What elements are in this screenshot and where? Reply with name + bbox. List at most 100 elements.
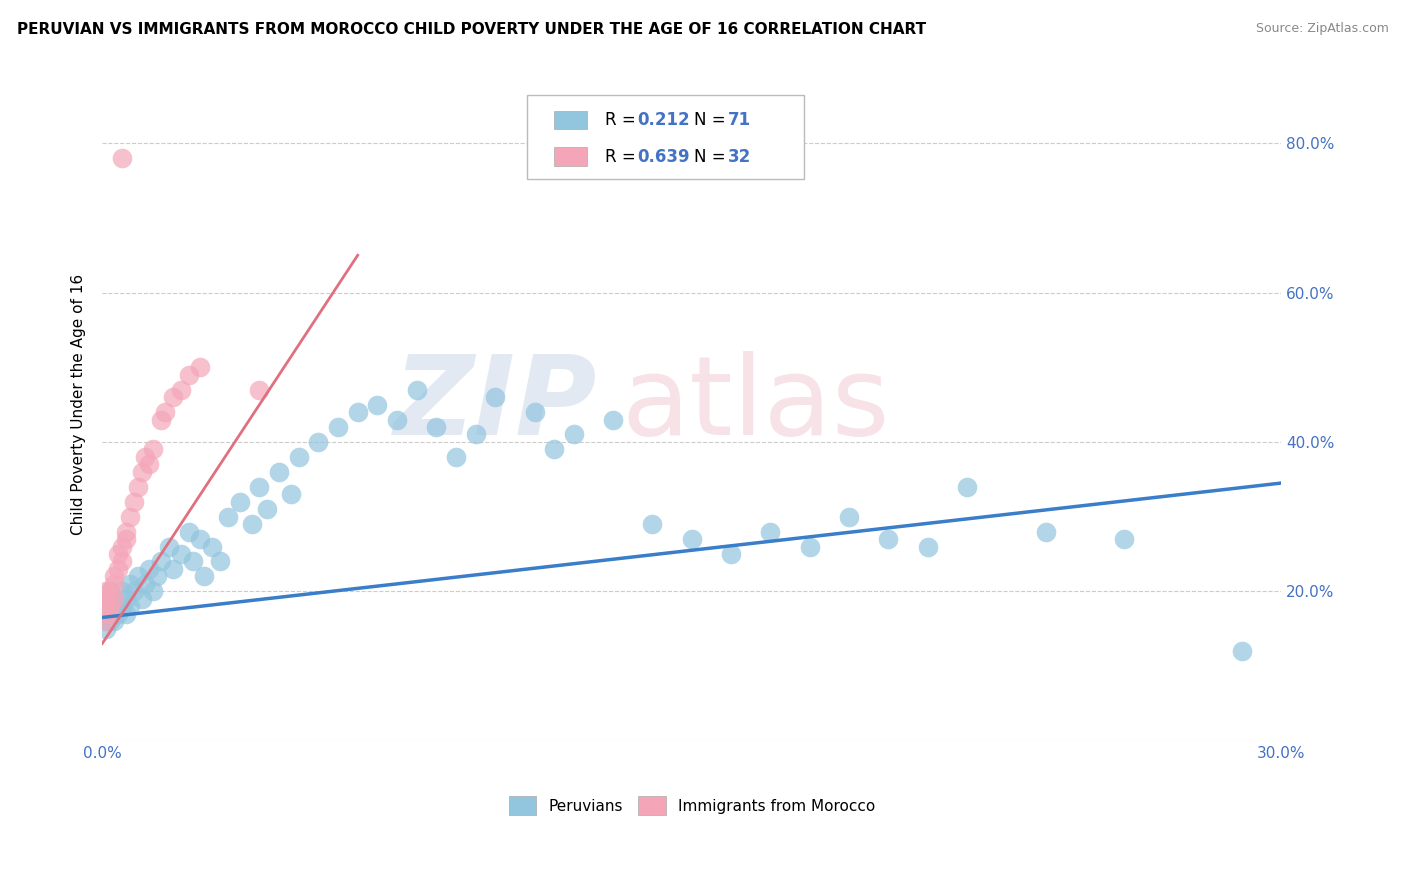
- Point: [193, 569, 215, 583]
- Point: [107, 547, 129, 561]
- Point: [98, 584, 121, 599]
- Point: [94, 591, 117, 606]
- Point: [799, 540, 821, 554]
- Point: [267, 465, 290, 479]
- Text: 0.639: 0.639: [637, 148, 690, 166]
- Point: [1035, 524, 1057, 539]
- Text: PERUVIAN VS IMMIGRANTS FROM MOROCCO CHILD POVERTY UNDER THE AGE OF 16 CORRELATIO: PERUVIAN VS IMMIGRANTS FROM MOROCCO CHIL…: [17, 22, 927, 37]
- Point: [103, 607, 125, 621]
- Point: [917, 540, 939, 554]
- Text: N =: N =: [695, 111, 731, 129]
- Point: [118, 509, 141, 524]
- Point: [114, 524, 136, 539]
- Point: [162, 562, 184, 576]
- Point: [114, 591, 136, 606]
- Point: [177, 368, 200, 382]
- Point: [107, 607, 129, 621]
- Legend: Peruvians, Immigrants from Morocco: Peruvians, Immigrants from Morocco: [501, 789, 883, 822]
- Point: [103, 591, 125, 606]
- Point: [111, 151, 134, 165]
- Point: [543, 442, 565, 457]
- Point: [162, 390, 184, 404]
- Point: [94, 614, 117, 628]
- Point: [94, 599, 117, 614]
- Point: [523, 405, 546, 419]
- Point: [170, 383, 193, 397]
- Point: [114, 532, 136, 546]
- Point: [877, 532, 900, 546]
- Point: [122, 584, 145, 599]
- Point: [111, 584, 134, 599]
- Text: 32: 32: [728, 148, 752, 166]
- Point: [131, 465, 153, 479]
- Point: [107, 599, 129, 614]
- Point: [131, 591, 153, 606]
- Point: [122, 494, 145, 508]
- Point: [256, 502, 278, 516]
- Point: [385, 412, 408, 426]
- Point: [326, 420, 349, 434]
- Point: [98, 614, 121, 628]
- Point: [209, 554, 232, 568]
- Point: [94, 599, 117, 614]
- Point: [153, 405, 176, 419]
- Point: [444, 450, 467, 464]
- Point: [280, 487, 302, 501]
- Point: [838, 509, 860, 524]
- Point: [127, 569, 149, 583]
- Point: [956, 480, 979, 494]
- Point: [201, 540, 224, 554]
- Point: [94, 607, 117, 621]
- Point: [103, 569, 125, 583]
- Text: ZIP: ZIP: [394, 351, 598, 458]
- Point: [170, 547, 193, 561]
- Point: [98, 584, 121, 599]
- Point: [307, 434, 329, 449]
- Text: R =: R =: [605, 111, 641, 129]
- Y-axis label: Child Poverty Under the Age of 16: Child Poverty Under the Age of 16: [72, 274, 86, 535]
- Point: [118, 599, 141, 614]
- Point: [107, 562, 129, 576]
- Point: [103, 614, 125, 628]
- Point: [134, 450, 156, 464]
- Point: [602, 412, 624, 426]
- Point: [1230, 644, 1253, 658]
- Point: [127, 480, 149, 494]
- Point: [229, 494, 252, 508]
- Point: [190, 532, 212, 546]
- Point: [217, 509, 239, 524]
- FancyBboxPatch shape: [554, 111, 586, 129]
- Point: [249, 480, 271, 494]
- Text: atlas: atlas: [621, 351, 890, 458]
- Point: [111, 540, 134, 554]
- Text: 0.212: 0.212: [637, 111, 690, 129]
- Point: [1114, 532, 1136, 546]
- Point: [103, 577, 125, 591]
- Point: [190, 360, 212, 375]
- Point: [366, 398, 388, 412]
- Point: [641, 517, 664, 532]
- Point: [346, 405, 368, 419]
- Point: [98, 599, 121, 614]
- Point: [681, 532, 703, 546]
- Point: [181, 554, 204, 568]
- Point: [94, 614, 117, 628]
- Point: [111, 599, 134, 614]
- Text: 71: 71: [728, 111, 751, 129]
- Text: R =: R =: [605, 148, 641, 166]
- Point: [240, 517, 263, 532]
- Point: [98, 607, 121, 621]
- Point: [150, 554, 173, 568]
- Point: [138, 458, 160, 472]
- Point: [249, 383, 271, 397]
- Point: [103, 591, 125, 606]
- Point: [111, 554, 134, 568]
- Point: [98, 599, 121, 614]
- Point: [759, 524, 782, 539]
- Text: N =: N =: [695, 148, 731, 166]
- Point: [114, 607, 136, 621]
- Point: [146, 569, 169, 583]
- Point: [157, 540, 180, 554]
- Point: [562, 427, 585, 442]
- Point: [118, 577, 141, 591]
